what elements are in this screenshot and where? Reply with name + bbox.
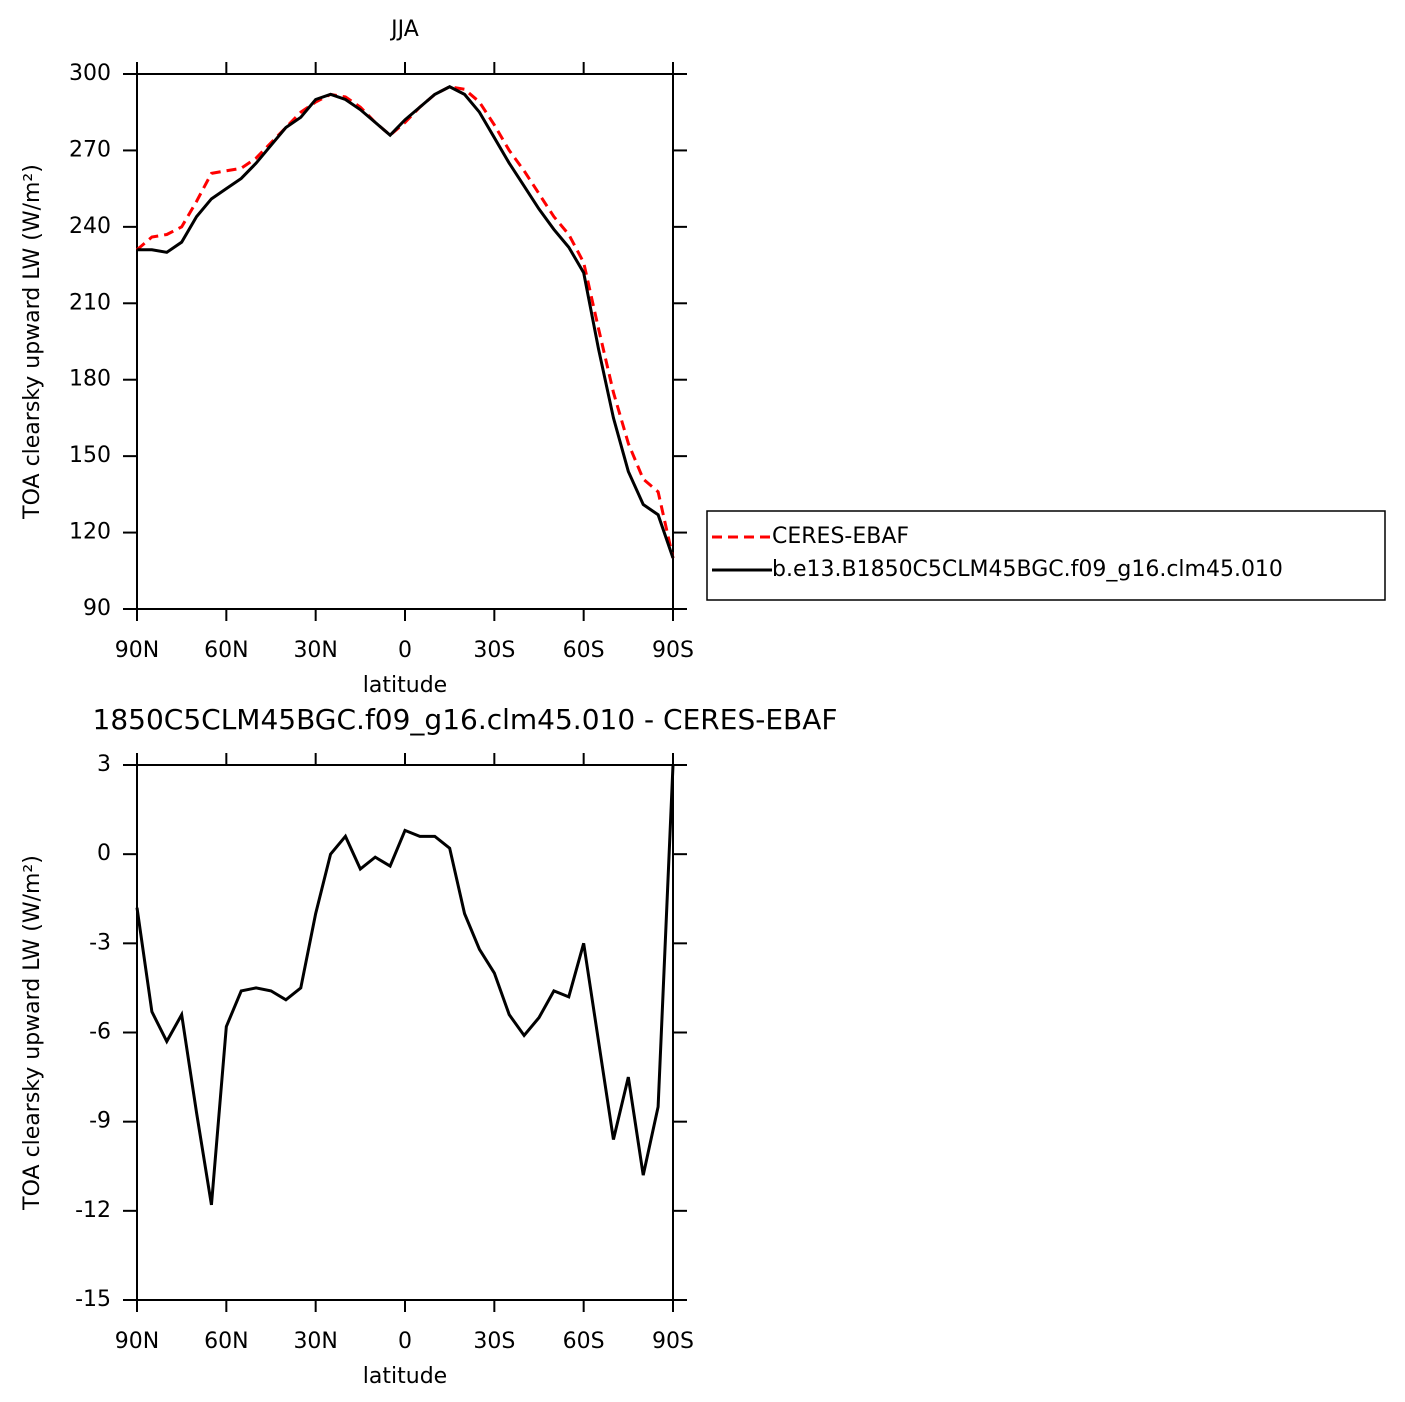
legend-label: b.e13.B1850C5CLM45BGC.f09_g16.clm45.010 [772, 557, 1283, 582]
data-line [137, 85, 675, 559]
x-tick-label: 30N [293, 638, 337, 663]
y-tick-label: -15 [75, 1287, 111, 1312]
plot-frame [136, 764, 674, 1301]
plot-frame [136, 73, 674, 610]
y-tick-label: 240 [69, 214, 111, 239]
y-tick-label: -12 [75, 1198, 111, 1223]
y-tick-label: 120 [69, 520, 111, 545]
x-axis-label: latitude [363, 1364, 447, 1389]
x-tick-label: 60N [204, 1329, 248, 1354]
y-tick-label: 210 [69, 290, 111, 315]
x-tick-label: 90S [652, 1329, 694, 1354]
y-axis-label: TOA clearsky upward LW (W/m²) [20, 855, 45, 1211]
x-tick-label: 90S [652, 638, 694, 663]
y-tick-label: -9 [89, 1109, 111, 1134]
x-axis-label: latitude [363, 673, 447, 698]
x-tick-label: 0 [398, 1329, 412, 1354]
chart-title: JJA [389, 17, 419, 42]
y-axis-label: TOA clearsky upward LW (W/m²) [20, 164, 45, 520]
x-tick-label: 60S [563, 1329, 605, 1354]
y-tick-label: 300 [69, 61, 111, 86]
y-tick-label: -6 [89, 1020, 111, 1045]
x-tick-label: 30N [293, 1329, 337, 1354]
y-tick-label: -3 [89, 930, 111, 955]
chart-title: 1850C5CLM45BGC.f09_g16.clm45.010 - CERES… [93, 703, 838, 736]
y-tick-label: 3 [97, 752, 111, 777]
x-tick-label: 90N [115, 638, 159, 663]
x-tick-label: 30S [473, 1329, 515, 1354]
y-tick-label: 180 [69, 367, 111, 392]
y-tick-label: 270 [69, 137, 111, 162]
x-tick-label: 30S [473, 638, 515, 663]
y-tick-label: 0 [97, 841, 111, 866]
x-tick-label: 60N [204, 638, 248, 663]
y-tick-label: 90 [83, 596, 111, 621]
data-line [135, 764, 675, 1206]
y-tick-label: 150 [69, 443, 111, 468]
legend-label: CERES-EBAF [772, 524, 909, 549]
x-tick-label: 0 [398, 638, 412, 663]
legend-box [706, 510, 1386, 601]
x-tick-label: 60S [563, 638, 605, 663]
data-line [136, 85, 675, 559]
x-tick-label: 90N [115, 1329, 159, 1354]
